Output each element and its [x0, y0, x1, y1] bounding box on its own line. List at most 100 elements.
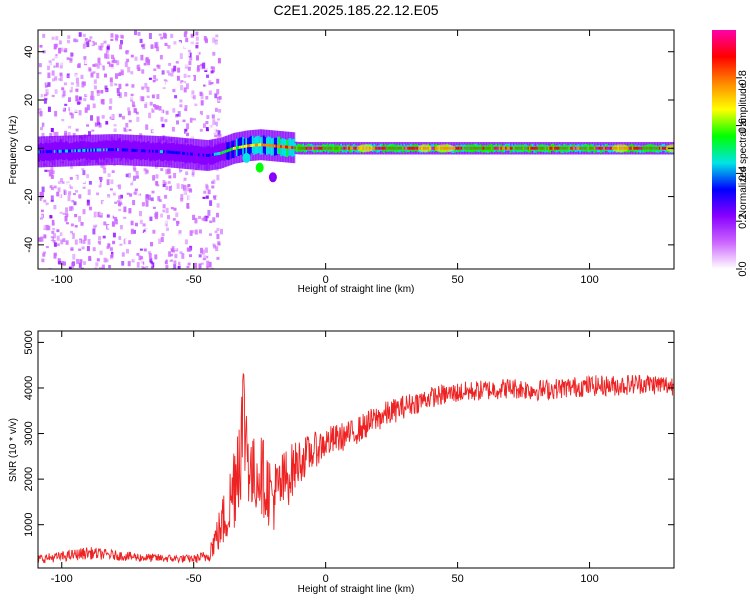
- colorbar-gradient: [712, 30, 736, 269]
- noise-speckle: [60, 239, 64, 245]
- noise-speckle: [114, 264, 118, 268]
- noise-speckle: [171, 127, 175, 132]
- noise-speckle: [183, 191, 187, 198]
- ridge-core: [169, 150, 172, 154]
- noise-speckle: [43, 251, 46, 254]
- noise-speckle: [92, 122, 96, 127]
- noise-speckle: [98, 124, 102, 128]
- ridge-core: [145, 149, 149, 153]
- noise-speckle: [173, 207, 177, 211]
- noise-speckle: [83, 98, 87, 102]
- noise-speckle: [123, 238, 127, 245]
- noise-speckle: [165, 64, 169, 67]
- noise-speckle: [53, 205, 57, 210]
- noise-speckle: [180, 171, 184, 175]
- noise-speckle: [212, 243, 216, 247]
- ridge-core: [178, 151, 182, 155]
- ridge-core: [533, 146, 536, 150]
- noise-speckle: [154, 212, 158, 218]
- noise-speckle: [124, 128, 128, 133]
- noise-speckle: [187, 184, 191, 187]
- noise-speckle: [49, 95, 53, 101]
- noise-speckle: [82, 209, 86, 215]
- noise-speckle: [215, 246, 219, 252]
- noise-speckle: [109, 188, 113, 191]
- noise-speckle: [89, 36, 93, 39]
- noise-speckle: [41, 192, 44, 198]
- noise-speckle: [100, 177, 104, 181]
- noise-speckle: [50, 65, 54, 70]
- ridge-core: [234, 146, 237, 150]
- ridge-core: [83, 148, 87, 152]
- noise-speckle: [88, 181, 92, 185]
- noise-speckle: [189, 57, 193, 61]
- ridge-core: [156, 150, 160, 153]
- ridge-core: [139, 149, 142, 153]
- noise-speckle: [141, 86, 145, 90]
- noise-speckle: [43, 55, 47, 61]
- noise-speckle: [155, 64, 159, 68]
- ridge-core: [576, 146, 579, 150]
- noise-speckle: [158, 33, 162, 36]
- noise-speckle: [105, 248, 109, 252]
- noise-speckle: [142, 39, 146, 43]
- noise-speckle: [206, 260, 210, 267]
- noise-speckle: [164, 219, 168, 224]
- ridge-core: [212, 153, 215, 156]
- noise-speckle: [59, 62, 63, 69]
- ridge-core: [457, 146, 460, 150]
- noise-speckle: [40, 236, 44, 242]
- ridge-core: [505, 146, 508, 150]
- noise-speckle: [156, 94, 160, 99]
- noise-speckle: [174, 95, 178, 99]
- noise-speckle: [111, 60, 115, 63]
- ridge-core: [152, 149, 155, 153]
- noise-speckle: [67, 195, 71, 202]
- ridge-core: [131, 148, 134, 152]
- noise-speckle: [164, 194, 168, 199]
- ridge-core: [87, 148, 90, 152]
- noise-speckle: [80, 74, 84, 79]
- noise-speckle: [144, 82, 148, 89]
- noise-speckle: [187, 66, 191, 71]
- ridge-core: [117, 148, 120, 152]
- noise-speckle: [195, 44, 199, 49]
- noise-speckle: [206, 266, 210, 269]
- noise-speckle: [150, 261, 153, 264]
- noise-speckle: [140, 226, 144, 232]
- noise-speckle: [209, 233, 212, 236]
- ridge-core: [72, 149, 76, 153]
- noise-speckle: [91, 40, 95, 46]
- ridge-core: [228, 148, 231, 152]
- noise-speckle: [67, 40, 70, 44]
- ridge-core: [251, 143, 255, 147]
- ridge-core: [595, 146, 598, 150]
- noise-speckle: [135, 170, 139, 176]
- noise-speckle: [89, 59, 93, 62]
- colorbar-tick-label: 0.4: [737, 166, 749, 181]
- noise-speckle: [76, 43, 80, 47]
- noise-speckle: [44, 169, 48, 172]
- noise-speckle: [42, 194, 46, 199]
- ridge-core: [411, 146, 415, 150]
- ridge-core: [53, 150, 57, 153]
- noise-speckle: [43, 225, 47, 230]
- noise-speckle: [74, 175, 78, 181]
- noise-speckle: [95, 217, 99, 223]
- noise-speckle: [123, 206, 127, 213]
- noise-speckle: [51, 70, 55, 76]
- noise-speckle: [50, 91, 54, 97]
- colorbar: 0.0 0.2 0.4 0.6 0.8 Normalized spectral ampl…: [712, 30, 749, 277]
- noise-speckle: [53, 44, 57, 50]
- ridge-core: [258, 143, 261, 147]
- noise-speckle: [206, 74, 209, 78]
- noise-speckle: [192, 118, 196, 121]
- noise-speckle: [213, 125, 216, 128]
- noise-speckle: [210, 66, 214, 70]
- noise-speckle: [128, 129, 132, 132]
- noise-speckle: [99, 261, 102, 268]
- noise-speckle: [127, 110, 131, 116]
- noise-speckle: [59, 72, 63, 76]
- noise-speckle: [87, 239, 91, 245]
- noise-speckle: [207, 42, 211, 48]
